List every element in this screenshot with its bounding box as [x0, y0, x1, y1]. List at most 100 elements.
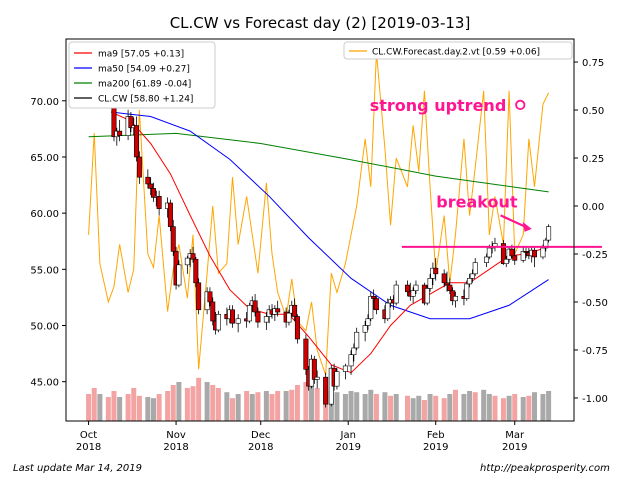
x-axis-tick-label: 2019 — [502, 442, 527, 453]
right-axis-tick-label: -0.75 — [582, 346, 608, 357]
candle-body — [292, 304, 298, 317]
volume-bar — [289, 389, 295, 421]
volume-bar — [303, 382, 309, 421]
volume-bar — [461, 394, 467, 421]
x-axis-tick-label: 2018 — [248, 442, 273, 453]
candle-body — [207, 291, 213, 303]
candle-body — [520, 251, 526, 261]
candle-body — [393, 284, 399, 304]
candle-body — [210, 301, 216, 322]
volume-bar — [334, 392, 340, 421]
volume-bar — [373, 394, 379, 421]
candle-body — [167, 202, 173, 227]
ma200-line — [88, 132, 549, 193]
volume-bar — [190, 386, 196, 421]
volume-bar — [170, 385, 176, 421]
volume-bar — [421, 400, 427, 421]
candle-body — [184, 257, 190, 266]
candle-body — [190, 253, 196, 260]
volume-bar — [184, 388, 190, 421]
last-update-text: Last update Mar 14, 2019 — [13, 463, 142, 474]
candle-body — [150, 188, 156, 198]
volume-bar — [354, 392, 360, 421]
volume-bar — [342, 394, 348, 421]
left-axis-tick-label: 50.00 — [30, 322, 59, 333]
volume-bar — [546, 391, 552, 421]
candlesticks — [108, 50, 552, 408]
candle-body — [286, 312, 292, 323]
left-axis-tick-label: 45.00 — [30, 378, 59, 389]
volume-bar — [215, 388, 221, 421]
volume-bar — [204, 382, 210, 421]
volume-bar — [492, 395, 498, 421]
volume-bar — [382, 392, 388, 421]
volume-bar — [452, 389, 458, 421]
candle-body — [433, 267, 439, 275]
volume-bar — [472, 392, 478, 421]
left-legend-entry: ma200 [61.89 -0.04] — [98, 80, 191, 90]
left-axis-tick-label: 55.00 — [30, 265, 59, 276]
candle-body — [156, 195, 162, 209]
candle-body — [117, 130, 123, 136]
x-axis-tick-label: 2019 — [335, 442, 360, 453]
candle-body — [252, 300, 258, 313]
volume-bar — [427, 394, 433, 421]
volume-bar — [230, 398, 236, 421]
candle-body — [275, 308, 281, 313]
volume-bar — [393, 394, 399, 421]
volume-bar — [255, 392, 261, 421]
volume-bar — [348, 391, 354, 421]
candle-body — [145, 176, 151, 185]
candle-body — [444, 282, 450, 286]
x-axis-tick-label: Jan — [340, 430, 356, 441]
right-axis-tick-label: -0.25 — [582, 250, 608, 261]
candle-body — [486, 247, 492, 258]
candle-body — [255, 311, 261, 323]
volume-bar — [150, 398, 156, 421]
volume-bar — [210, 385, 216, 421]
x-axis-tick-label: Dec — [251, 430, 270, 441]
candle-body — [170, 226, 176, 252]
volume-bar — [117, 397, 123, 421]
candle-body — [373, 298, 379, 311]
volume-bar — [91, 388, 97, 421]
candle-body — [523, 251, 529, 253]
candle-body — [136, 156, 142, 178]
volume-bar — [362, 394, 368, 421]
candle-body — [294, 316, 300, 340]
source-url-text: http://peakprosperity.com — [480, 463, 610, 474]
candle-body — [450, 290, 456, 302]
legends: ma9 [57.05 +0.13] ma50 [54.09 +0.27] ma200… — [68, 41, 573, 109]
candle-body — [176, 264, 182, 286]
volume-bar — [447, 394, 453, 421]
candle-body — [543, 239, 549, 249]
volume-bar — [416, 395, 422, 421]
axes: 45.00 50.00 55.00 60.00 65.00 70.00 -1.00 -0.75… — [30, 58, 608, 453]
volume-bar — [269, 394, 275, 421]
volume-bar — [481, 389, 487, 421]
candle-body — [128, 116, 134, 129]
candle-body — [365, 318, 371, 326]
x-axis-tick-label: Mar — [505, 430, 525, 441]
candle-body — [500, 243, 506, 265]
volume-bar — [165, 391, 171, 421]
volume-bars — [86, 377, 552, 421]
candle-body — [452, 295, 458, 302]
volume-bar — [136, 395, 142, 421]
candle-body — [246, 304, 252, 322]
right-axis-tick-label: 0.75 — [582, 58, 604, 69]
volume-bar — [388, 395, 394, 421]
breakout-annotation: breakout — [436, 193, 518, 212]
volume-bar — [520, 397, 526, 421]
left-legend-box — [68, 41, 216, 109]
candle-body — [441, 273, 447, 284]
volume-bar — [512, 394, 518, 421]
volume-bar — [506, 395, 512, 421]
volume-bar — [176, 382, 182, 421]
right-axis-tick-label: 0.25 — [582, 154, 604, 165]
candle-body — [546, 226, 552, 241]
volume-bar — [86, 394, 92, 421]
left-legend-entry: CL.CW [58.80 +1.24] — [98, 95, 193, 105]
volume-bar — [486, 394, 492, 421]
